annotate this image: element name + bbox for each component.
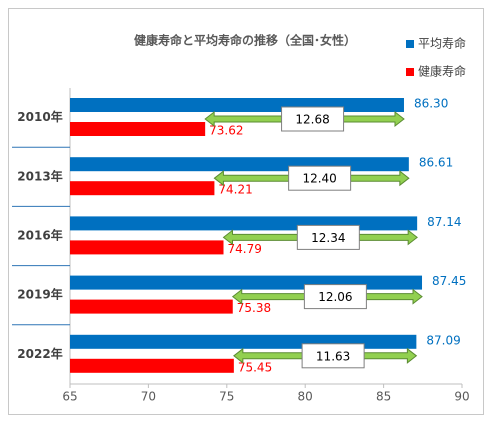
category-label: 2013年 — [17, 168, 62, 183]
bar — [70, 358, 234, 373]
legend-label: 平均寿命 — [418, 36, 466, 51]
difference-label: 12.34 — [311, 231, 345, 245]
category-label: 2019年 — [17, 287, 62, 302]
value-label: 86.30 — [414, 97, 448, 111]
value-label: 75.38 — [237, 301, 271, 315]
bar — [70, 240, 224, 255]
difference-box — [281, 106, 345, 132]
bar — [70, 122, 206, 136]
bar — [70, 299, 233, 314]
value-label: 75.45 — [238, 360, 272, 374]
difference-label: 11.63 — [316, 349, 350, 363]
x-tick-label: 70 — [141, 390, 156, 404]
value-label: 87.14 — [427, 215, 461, 229]
bar — [70, 216, 418, 231]
difference-box — [288, 165, 352, 191]
legend-swatch — [406, 68, 414, 76]
bar — [70, 157, 409, 172]
value-label: 87.09 — [426, 333, 460, 347]
difference-box — [301, 343, 365, 369]
category-label: 2010年 — [17, 109, 62, 124]
difference-box — [296, 224, 360, 250]
x-tick-label: 80 — [298, 390, 313, 404]
x-tick-label: 65 — [62, 390, 77, 404]
bar — [70, 275, 423, 290]
difference-label: 12.06 — [318, 290, 352, 304]
value-label: 74.79 — [228, 242, 262, 256]
value-label: 73.62 — [209, 124, 243, 138]
legend-label: 健康寿命 — [418, 64, 466, 79]
difference-label: 12.68 — [295, 113, 329, 127]
category-label: 2016年 — [17, 228, 62, 243]
value-label: 74.21 — [218, 183, 252, 197]
x-tick-label: 75 — [219, 390, 234, 404]
x-tick-label: 90 — [454, 390, 469, 404]
category-label: 2022年 — [17, 346, 62, 361]
difference-label: 12.40 — [302, 172, 336, 186]
value-label: 87.45 — [432, 274, 466, 288]
legend-swatch — [406, 40, 414, 48]
value-label: 86.61 — [419, 156, 453, 170]
chart-title: 健康寿命と平均寿命の推移（全国･女性） — [134, 33, 356, 48]
bar — [70, 181, 215, 196]
difference-box — [303, 284, 367, 310]
bar — [70, 98, 404, 112]
x-tick-label: 85 — [376, 390, 391, 404]
